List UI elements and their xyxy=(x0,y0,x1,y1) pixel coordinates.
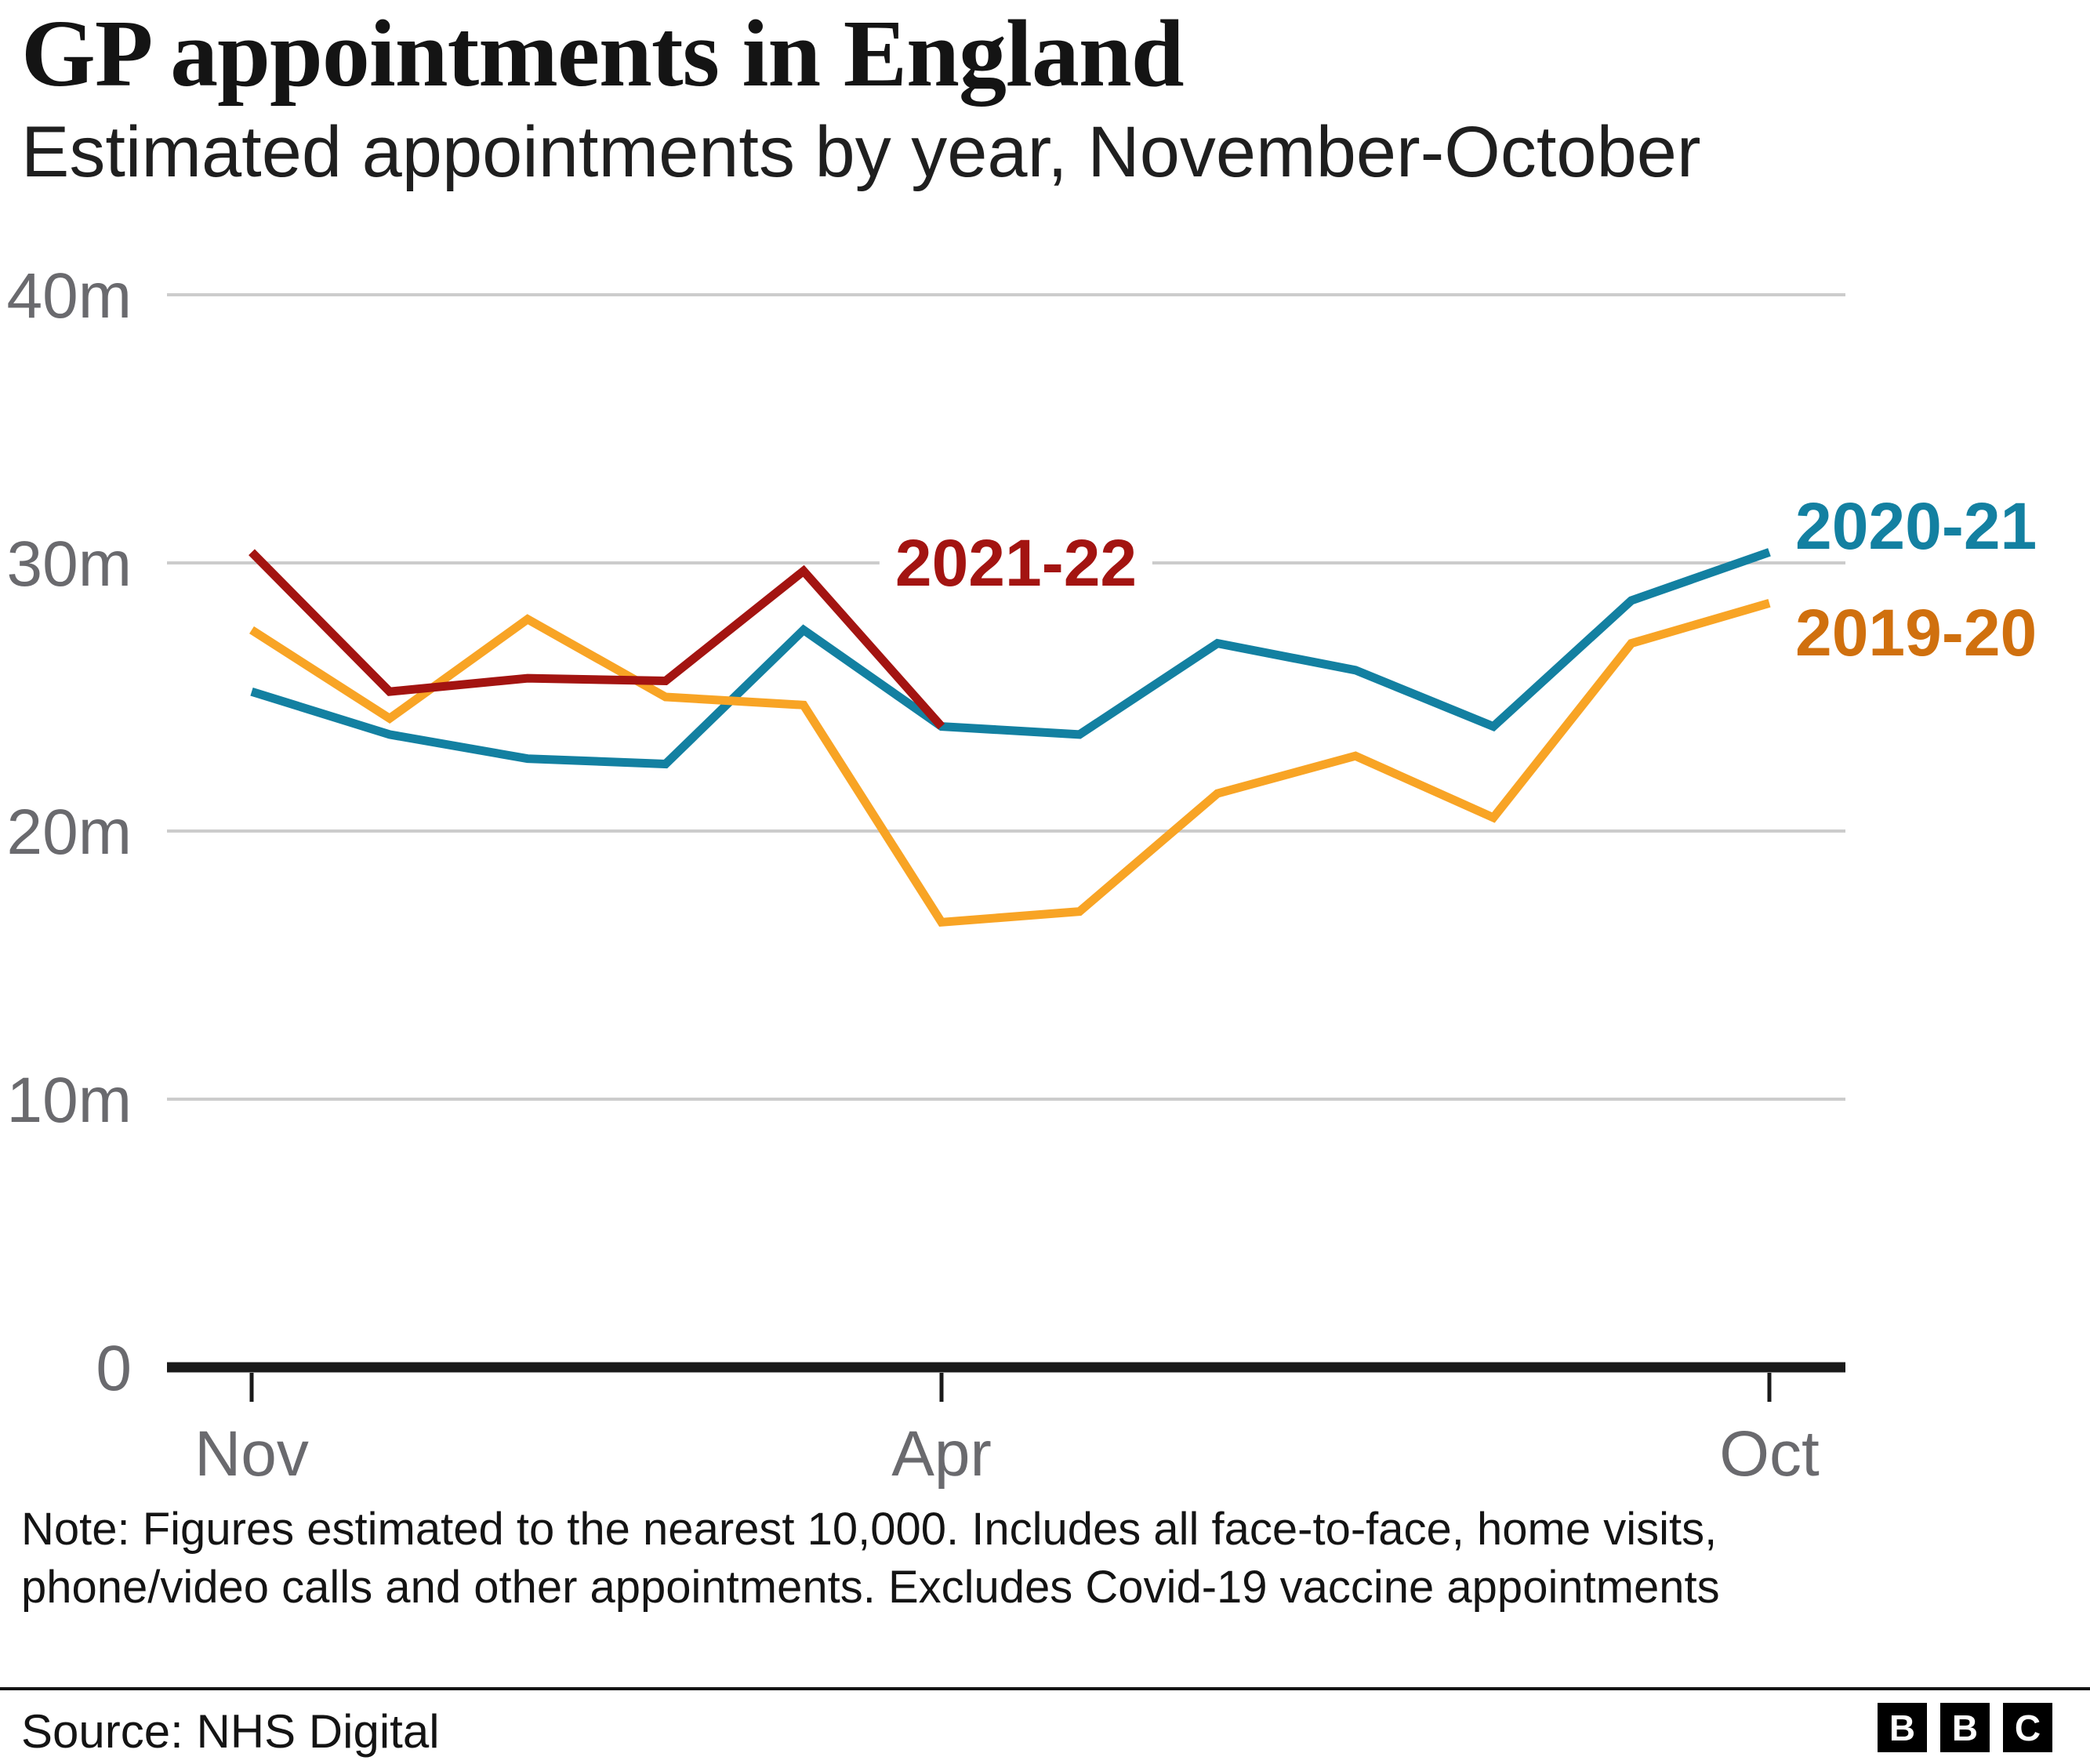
y-axis-label-30m: 30m xyxy=(6,528,132,600)
bbc-logo: B B C xyxy=(1878,1703,2052,1752)
y-axis-label-10m: 10m xyxy=(6,1065,132,1136)
y-axis-label-40m: 40m xyxy=(6,260,132,332)
x-axis-label-Nov: Nov xyxy=(194,1418,309,1490)
series-line-2019-20 xyxy=(249,599,1771,927)
bbc-logo-block-3: C xyxy=(2003,1703,2052,1752)
footnote-line-2: phone/video calls and other appointments… xyxy=(21,1562,1720,1613)
series-label-2019-20: 2019-20 xyxy=(1795,596,2037,670)
x-axis-label-Apr: Apr xyxy=(891,1418,992,1490)
series-label-2021-22: 2021-22 xyxy=(879,527,1153,599)
series-label-2020-21: 2020-21 xyxy=(1795,489,2037,563)
footnote-line-1: Note: Figures estimated to the nearest 1… xyxy=(21,1504,1718,1555)
bbc-logo-block-1: B xyxy=(1878,1703,1927,1752)
y-axis-label-20m: 20m xyxy=(6,797,132,868)
footnote: Note: Figures estimated to the nearest 1… xyxy=(21,1501,2059,1617)
page-subtitle: Estimated appointments by year, November… xyxy=(21,112,1701,192)
y-axis-label-0: 0 xyxy=(96,1333,132,1404)
x-axis-label-Oct: Oct xyxy=(1719,1418,1820,1490)
bbc-logo-block-2: B xyxy=(1940,1703,1990,1752)
page-title: GP appointments in England xyxy=(21,1,1185,107)
series-line-2020-21 xyxy=(250,548,1771,769)
series-line-2021-22 xyxy=(249,549,945,730)
source-credit: Source: NHS Digital xyxy=(21,1705,440,1758)
footer-divider xyxy=(0,1687,2090,1690)
